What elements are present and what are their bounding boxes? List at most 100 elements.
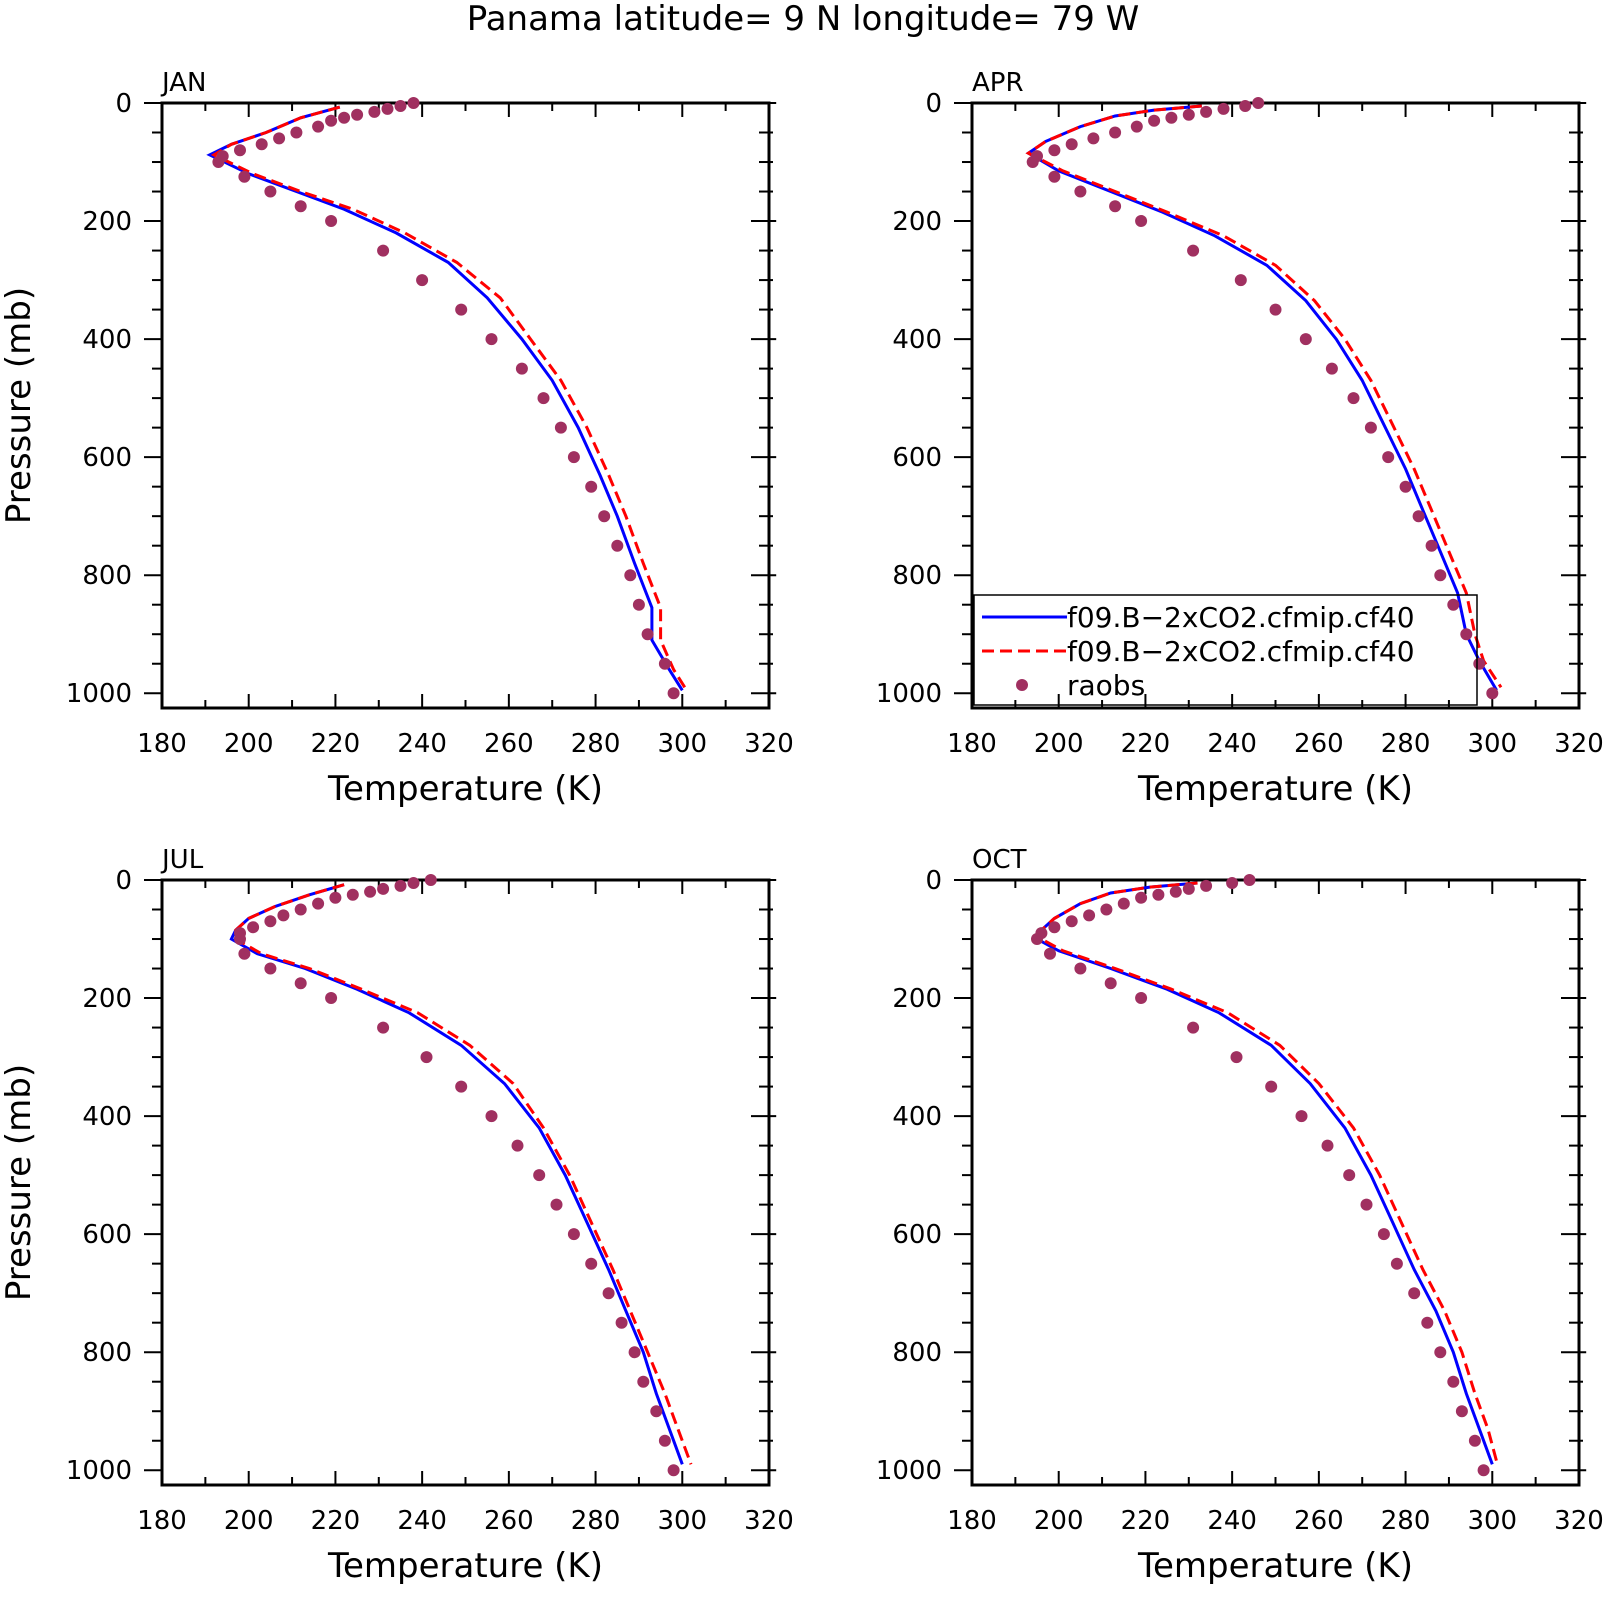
x-tick-label: 300 [1467,1506,1517,1536]
x-axis-label: Temperature (K) [1137,1546,1413,1586]
y-axis-label: Pressure (mb) [0,1064,39,1301]
raobs-point [650,1405,663,1418]
raobs-point [290,126,303,139]
panel-label: OCT [972,845,1027,875]
y-tick-label: 1000 [66,1456,132,1486]
x-tick-label: 220 [311,729,361,759]
raobs-point [1169,885,1182,898]
raobs-point [658,657,671,670]
y-tick-label: 0 [925,866,942,896]
raobs-point [1109,126,1122,139]
raobs-point [1200,879,1213,892]
raobs-point [1083,909,1096,922]
legend-marker [1016,679,1028,691]
raobs-point [515,362,528,375]
x-axis-label: Temperature (K) [327,769,603,809]
x-tick-label: 200 [1034,729,1084,759]
raobs-point [1187,1021,1200,1034]
raobs-point [346,888,359,901]
raobs-point [632,598,645,611]
raobs-point [1031,933,1043,945]
raobs-point [1243,874,1256,886]
x-tick-label: 260 [1294,1506,1344,1536]
series-line-model1 [1025,104,1498,692]
panel-apr: 180 200 220 240 260 280 300 320 0 200 400 600 800 100… [876,68,1604,809]
x-tick-label: 280 [571,1506,621,1536]
raobs-point [424,874,437,886]
raobs-point [1343,1169,1356,1182]
panels: 180 200 220 240 260 280 300 320 0 200 400 600 800 100… [0,68,1604,1586]
raobs-point [1265,1080,1278,1093]
raobs-point [1104,977,1117,990]
raobs-point [264,962,277,975]
raobs-point [351,108,364,121]
series-line-model2 [234,883,693,1465]
raobs-point [377,244,390,257]
panel-label: JUL [160,845,204,875]
raobs-point [658,1434,671,1447]
y-tick-label: 1000 [66,679,132,709]
raobs-point [394,100,407,112]
raobs-point [420,1051,433,1064]
y-tick-label: 800 [82,561,132,591]
raobs-point [1230,1051,1243,1064]
y-tick-label: 200 [892,984,942,1014]
raobs-point [1477,1464,1490,1477]
raobs-point [416,274,429,287]
raobs-point [1065,138,1078,151]
y-tick-label: 0 [115,866,132,896]
raobs-point [1473,657,1486,670]
raobs-point [1399,480,1412,493]
raobs-point [637,1375,650,1388]
raobs-point [238,170,251,183]
y-tick-label: 400 [82,1102,132,1132]
raobs-point [212,156,225,168]
x-tick-label: 220 [1121,729,1171,759]
raobs-point [264,915,277,928]
raobs-point [624,569,637,582]
raobs-point [1295,1110,1308,1123]
raobs-point [1152,888,1165,901]
raobs-point [537,392,550,405]
x-tick-label: 320 [744,729,794,759]
y-tick-label: 600 [82,1220,132,1250]
raobs-point [1200,105,1213,118]
raobs-point [585,1257,598,1270]
raobs-point [611,539,624,552]
raobs-point [294,903,307,916]
raobs-point [407,97,420,109]
raobs-point [1148,114,1161,127]
series-line-model1 [206,105,684,692]
x-tick-label: 180 [137,1506,187,1536]
raobs-point [1026,156,1039,168]
raobs-point [329,891,342,904]
raobs-point [615,1316,628,1329]
raobs-point [1455,1405,1468,1418]
raobs-point [602,1287,615,1300]
raobs-point [1390,1257,1403,1270]
raobs-point [1269,303,1282,316]
y-tick-label: 200 [82,207,132,237]
y-tick-label: 600 [892,1220,942,1250]
raobs-point [294,200,307,213]
legend: f09.B−2xCO2.cfmip.cf40f09.B−2xCO2.cfmip.… [973,594,1478,706]
raobs-point [1135,215,1148,227]
y-tick-label: 0 [115,89,132,119]
raobs-point [325,114,338,127]
raobs-point [1048,921,1061,934]
y-tick-label: 400 [82,325,132,355]
raobs-point [1408,1287,1421,1300]
plot-frame [970,878,1581,1487]
x-tick-label: 320 [1554,729,1604,759]
y-tick-label: 1000 [876,1456,942,1486]
raobs-point [455,303,468,316]
raobs-point [325,992,338,1004]
raobs-point [1447,598,1460,611]
raobs-point [1252,97,1265,109]
x-tick-label: 300 [657,1506,707,1536]
raobs-point [554,421,567,434]
series-line-model2 [210,105,688,692]
raobs-point [312,897,325,910]
raobs-point [585,480,598,493]
y-tick-label: 1000 [876,679,942,709]
